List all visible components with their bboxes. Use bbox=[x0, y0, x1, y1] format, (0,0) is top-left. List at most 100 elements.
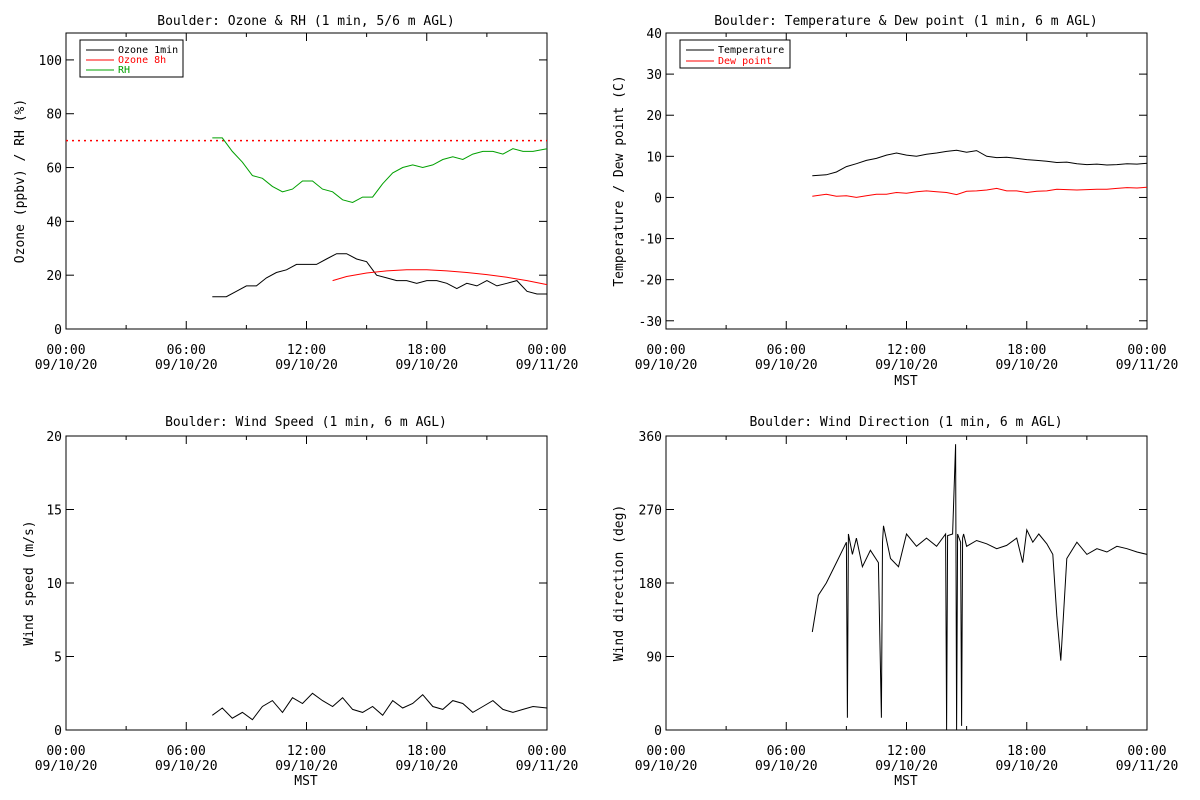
panel-wind-direction: Boulder: Wind Direction (1 min, 6 m AGL)… bbox=[612, 415, 1178, 789]
x-tick-label-time: 18:00 bbox=[407, 744, 446, 759]
series-line-0 bbox=[212, 692, 548, 721]
y-tick-label: 10 bbox=[46, 577, 62, 592]
y-tick-label: -20 bbox=[639, 274, 662, 289]
y-axis-label: Temperature / Dew point (C) bbox=[612, 75, 627, 286]
legend-label-temperature: Temperature bbox=[718, 45, 784, 56]
x-tick-label-time: 12:00 bbox=[287, 343, 326, 358]
x-tick-label-date: 09/10/20 bbox=[875, 358, 938, 373]
y-axis-label: Ozone (ppbv) / RH (%) bbox=[13, 99, 28, 263]
x-tick-label-date: 09/10/20 bbox=[755, 759, 818, 774]
x-tick-label-date: 09/10/20 bbox=[275, 358, 338, 373]
x-tick-label-date: 09/10/20 bbox=[35, 759, 98, 774]
y-tick-label: 40 bbox=[646, 27, 662, 42]
x-tick-label-time: 00:00 bbox=[1127, 744, 1166, 759]
y-tick-label: 90 bbox=[646, 651, 662, 666]
x-tick-label-time: 12:00 bbox=[287, 744, 326, 759]
y-tick-label: 180 bbox=[639, 577, 662, 592]
legend: Ozone 1min Ozone 8h RH bbox=[79, 39, 184, 78]
series-line-0 bbox=[812, 149, 1148, 177]
legend-label-rh: RH bbox=[118, 65, 130, 76]
legend: Temperature Dew point bbox=[679, 39, 791, 69]
x-tick-label-time: 00:00 bbox=[46, 343, 85, 358]
plot-frame bbox=[665, 435, 1148, 731]
y-tick-label: 30 bbox=[646, 68, 662, 83]
panel-temp-dew: Boulder: Temperature & Dew point (1 min,… bbox=[612, 14, 1178, 389]
x-tick-label-time: 18:00 bbox=[407, 343, 446, 358]
panel-ozone-rh: Boulder: Ozone & RH (1 min, 5/6 m AGL) 0… bbox=[13, 14, 578, 373]
legend-label-ozone-8h: Ozone 8h bbox=[118, 55, 166, 66]
plot-frame bbox=[665, 32, 1148, 330]
x-tick-label-date: 09/10/20 bbox=[635, 358, 698, 373]
y-tick-label: 20 bbox=[46, 269, 62, 284]
x-axis-label: MST bbox=[294, 774, 318, 789]
x-tick-label-time: 06:00 bbox=[167, 744, 206, 759]
x-tick-label-date: 09/10/20 bbox=[395, 759, 458, 774]
x-tick-label-date: 09/10/20 bbox=[755, 358, 818, 373]
plot-area: 09018027036000:0009/10/2006:0009/10/2012… bbox=[635, 430, 1179, 774]
x-tick-label-date: 09/10/20 bbox=[875, 759, 938, 774]
x-tick-label-time: 00:00 bbox=[646, 343, 685, 358]
legend-label-dew-point: Dew point bbox=[718, 56, 772, 67]
legend-label-ozone-1min: Ozone 1min bbox=[118, 45, 178, 56]
y-tick-label: 10 bbox=[646, 150, 662, 165]
y-tick-label: -30 bbox=[639, 315, 662, 330]
series-line-1 bbox=[332, 269, 548, 286]
series-line-1 bbox=[812, 186, 1148, 198]
x-tick-label-time: 00:00 bbox=[527, 343, 566, 358]
x-tick-label-time: 06:00 bbox=[767, 744, 806, 759]
y-tick-label: 80 bbox=[46, 108, 62, 123]
series-line-0 bbox=[811, 444, 1148, 731]
legend-box bbox=[79, 39, 184, 78]
x-tick-label-time: 12:00 bbox=[887, 744, 926, 759]
y-tick-label: 0 bbox=[654, 191, 662, 206]
x-tick-label-time: 00:00 bbox=[1127, 343, 1166, 358]
x-tick-label-time: 06:00 bbox=[767, 343, 806, 358]
y-tick-label: 270 bbox=[639, 504, 662, 519]
x-tick-label-time: 00:00 bbox=[527, 744, 566, 759]
x-tick-label-time: 12:00 bbox=[887, 343, 926, 358]
series-line-2 bbox=[212, 137, 548, 204]
y-tick-label: 360 bbox=[639, 430, 662, 445]
plot-frame bbox=[65, 435, 548, 731]
x-tick-label-date: 09/10/20 bbox=[155, 358, 218, 373]
y-tick-label: 40 bbox=[46, 215, 62, 230]
y-axis-label: Wind speed (m/s) bbox=[22, 520, 37, 645]
plot-area: 02040608010000:0009/10/2006:0009/10/2012… bbox=[35, 33, 579, 373]
y-tick-label: 0 bbox=[654, 724, 662, 739]
panel-title: Boulder: Ozone & RH (1 min, 5/6 m AGL) bbox=[157, 14, 454, 29]
legend-box bbox=[679, 39, 791, 69]
y-tick-label: 100 bbox=[39, 54, 62, 69]
y-axis-label: Wind direction (deg) bbox=[612, 505, 627, 662]
panel-title: Boulder: Temperature & Dew point (1 min,… bbox=[714, 14, 1098, 29]
y-tick-label: 15 bbox=[46, 504, 62, 519]
y-tick-label: 20 bbox=[46, 430, 62, 445]
y-tick-label: 5 bbox=[54, 651, 62, 666]
x-axis-label: MST bbox=[894, 374, 918, 389]
y-tick-label: 20 bbox=[646, 109, 662, 124]
x-tick-label-time: 00:00 bbox=[646, 744, 685, 759]
x-tick-label-time: 18:00 bbox=[1007, 744, 1046, 759]
x-tick-label-date: 09/10/20 bbox=[995, 759, 1058, 774]
y-tick-label: 60 bbox=[46, 162, 62, 177]
x-tick-label-date: 09/10/20 bbox=[35, 358, 98, 373]
y-tick-label: -10 bbox=[639, 233, 662, 248]
x-tick-label-date: 09/10/20 bbox=[995, 358, 1058, 373]
x-tick-label-time: 00:00 bbox=[46, 744, 85, 759]
panel-title: Boulder: Wind Direction (1 min, 6 m AGL) bbox=[749, 415, 1062, 430]
series-line-0 bbox=[212, 253, 547, 298]
x-tick-label-time: 06:00 bbox=[167, 343, 206, 358]
plot-area: -30-20-1001020304000:0009/10/2006:0009/1… bbox=[635, 27, 1179, 373]
x-tick-label-time: 18:00 bbox=[1007, 343, 1046, 358]
x-tick-label-date: 09/10/20 bbox=[275, 759, 338, 774]
y-tick-label: 0 bbox=[54, 323, 62, 338]
x-tick-label-date: 09/10/20 bbox=[395, 358, 458, 373]
panel-title: Boulder: Wind Speed (1 min, 6 m AGL) bbox=[165, 415, 447, 430]
panel-wind-speed: Boulder: Wind Speed (1 min, 6 m AGL) 0 5 1… bbox=[22, 415, 578, 789]
x-axis-label: MST bbox=[894, 774, 918, 789]
x-tick-label-date: 09/10/20 bbox=[635, 759, 698, 774]
x-tick-label-date: 09/11/20 bbox=[1116, 358, 1179, 373]
x-tick-label-date: 09/11/20 bbox=[516, 358, 579, 373]
x-tick-label-date: 09/11/20 bbox=[516, 759, 579, 774]
x-tick-label-date: 09/11/20 bbox=[1116, 759, 1179, 774]
